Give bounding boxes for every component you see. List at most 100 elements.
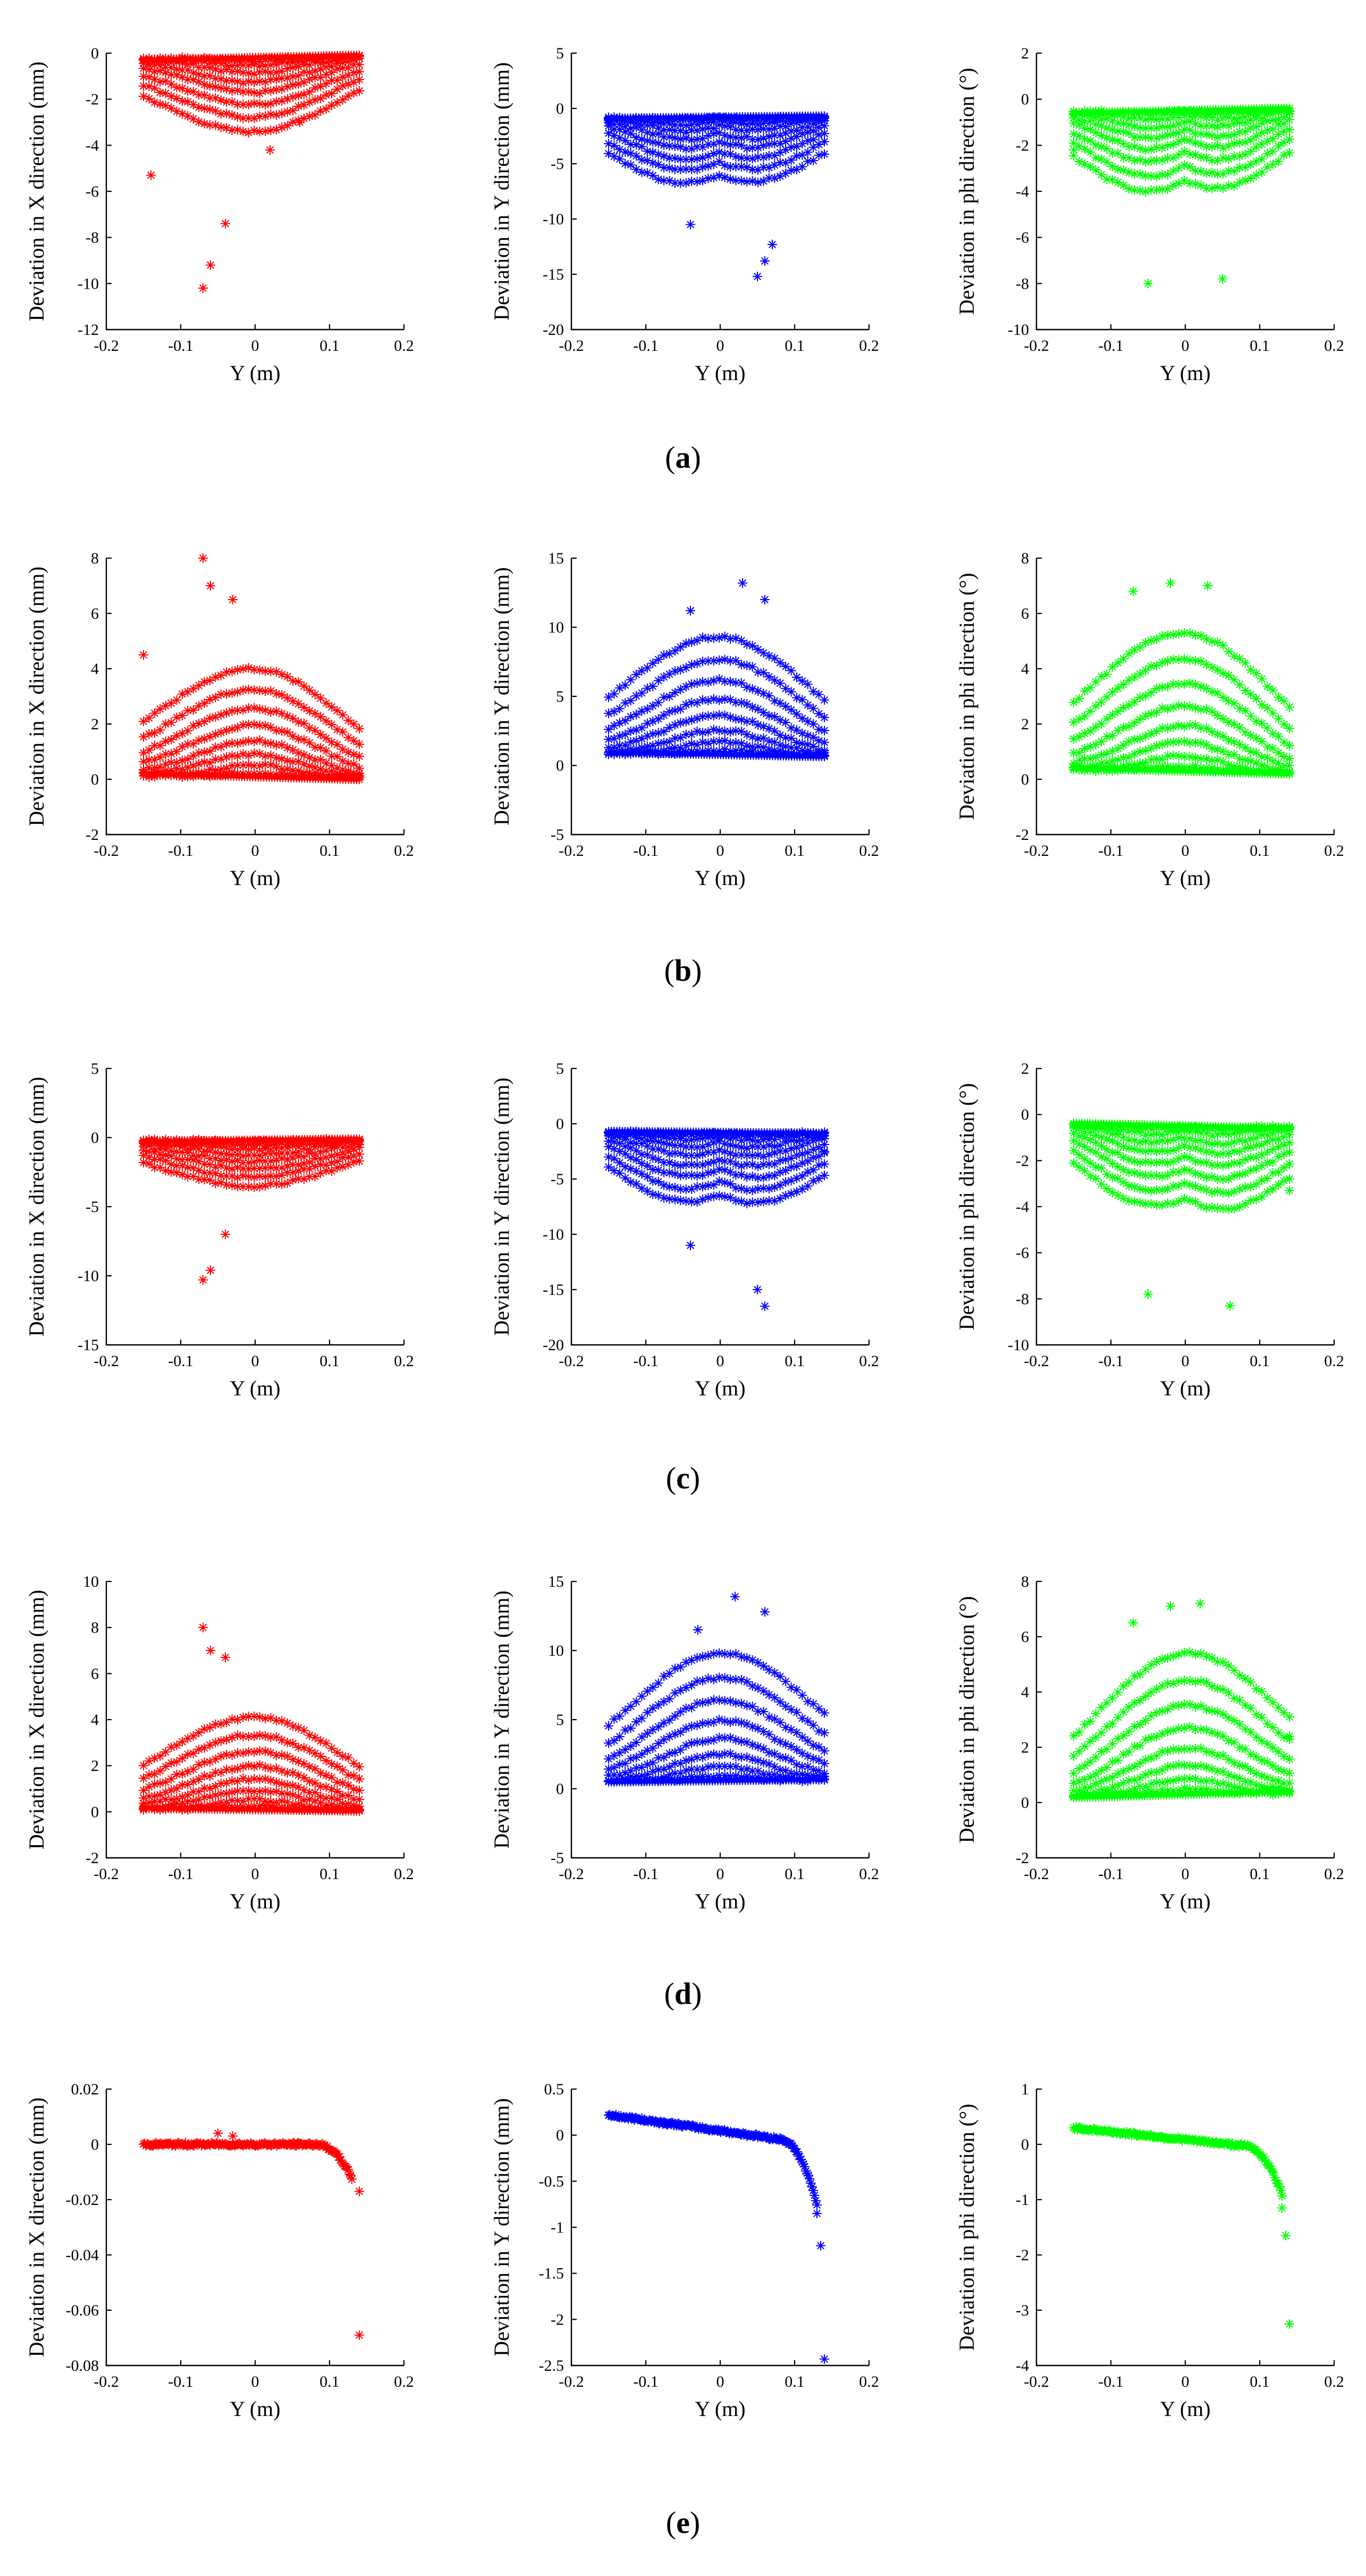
data-point: [355, 86, 364, 96]
data-point: [172, 747, 181, 756]
y-tick-label: 0: [1021, 91, 1029, 108]
y-axis-label: Deviation in Y direction (mm): [490, 567, 513, 826]
data-point: [355, 739, 364, 749]
x-tick-label: 0: [251, 842, 259, 860]
data-point: [820, 149, 829, 159]
x-axis-label: Y (m): [695, 866, 745, 890]
x-tick-label: -0.1: [168, 337, 193, 355]
data-point: [305, 685, 314, 695]
y-tick-label: -12: [78, 321, 99, 339]
data-point: [288, 106, 298, 115]
x-tick-label: 0: [251, 337, 259, 355]
data-point: [1143, 279, 1153, 288]
data-point: [155, 741, 165, 751]
y-tick-label: 0: [556, 757, 564, 775]
data-point: [355, 775, 364, 784]
x-axis-label: Y (m): [1160, 361, 1210, 385]
data-point: [355, 752, 364, 761]
x-tick-label: -0.2: [1024, 337, 1049, 355]
chart-panel: -0.2 -0.1 0 0.1 0.2-202468Y (m)Deviation in …: [24, 550, 414, 890]
data-point: [228, 595, 238, 604]
data-point: [1097, 170, 1106, 180]
data-point: [1113, 148, 1123, 158]
data-point: [820, 111, 829, 121]
y-tick-label: -8: [86, 229, 99, 247]
data-point: [1185, 162, 1195, 172]
y-tick-label: -5: [551, 155, 564, 173]
figure: -0.2 -0.1 0 0.1 0.2-12-10-8-6-4-20Y (m)Devia…: [0, 0, 1366, 2576]
x-axis-label: Y (m): [230, 866, 280, 890]
x-tick-label: -0.2: [559, 842, 584, 860]
data-point: [768, 240, 777, 249]
y-tick-label: 10: [548, 619, 564, 636]
y-tick-label: -6: [1016, 229, 1029, 247]
data-point: [198, 283, 208, 293]
y-tick-label: -2: [86, 826, 99, 844]
data-point: [265, 145, 275, 155]
x-tick-label: 0: [716, 842, 724, 860]
data-point: [1069, 145, 1078, 155]
x-tick-label: -0.1: [1098, 337, 1124, 355]
x-tick-label: 0.2: [859, 337, 879, 355]
x-tick-label: -0.1: [633, 337, 659, 355]
data-point: [1229, 181, 1239, 191]
data-point: [637, 723, 646, 733]
x-axis-label: Y (m): [230, 361, 280, 385]
x-tick-label: 0.1: [1250, 337, 1270, 355]
x-tick-label: 0.1: [785, 337, 805, 355]
y-tick-label: -20: [543, 321, 564, 339]
data-point: [198, 553, 208, 563]
data-point: [1285, 125, 1294, 134]
data-point: [221, 219, 230, 229]
data-point: [146, 171, 156, 180]
y-axis-label: Deviation in Y direction (mm): [490, 62, 513, 321]
axes-frame: [571, 53, 869, 330]
y-tick-label: 0: [91, 45, 99, 62]
y-tick-label: 15: [548, 550, 564, 567]
y-tick-label: 0: [91, 771, 99, 788]
data-point: [189, 705, 198, 715]
data-point: [310, 726, 320, 735]
data-point: [1246, 147, 1255, 156]
x-tick-label: -0.1: [633, 842, 659, 860]
data-point: [355, 763, 364, 773]
data-point: [355, 75, 364, 85]
y-tick-label: 6: [91, 605, 99, 622]
x-tick-label: 0.1: [785, 842, 805, 860]
data-point: [322, 734, 331, 743]
x-tick-label: -0.2: [94, 337, 119, 355]
data-point: [349, 759, 359, 769]
x-axis-label: Y (m): [695, 361, 745, 385]
y-tick-label: -10: [78, 275, 99, 292]
y-tick-label: -8: [1016, 275, 1029, 292]
data-point: [299, 719, 309, 728]
data-point: [332, 740, 342, 750]
x-tick-label: -0.1: [168, 842, 193, 860]
x-tick-label: 0: [716, 337, 724, 355]
caption-letter: a: [676, 440, 691, 475]
data-point: [283, 672, 292, 681]
y-tick-label: 2: [91, 715, 99, 733]
data-point: [1246, 136, 1255, 145]
data-point: [1285, 148, 1294, 157]
data-point: [206, 581, 215, 591]
data-point: [820, 137, 829, 146]
x-tick-label: 0.2: [859, 842, 879, 860]
y-tick-label: 4: [91, 660, 99, 678]
y-tick-label: 0: [556, 100, 564, 117]
axes-frame: [106, 558, 404, 835]
y-tick-label: -10: [543, 211, 564, 228]
data-point: [310, 110, 320, 120]
y-tick-label: -4: [86, 137, 99, 154]
y-axis-label: Deviation in X direction (mm): [24, 567, 48, 827]
data-point: [206, 260, 215, 270]
data-point: [295, 117, 305, 127]
data-point: [150, 709, 159, 718]
data-point: [299, 681, 309, 691]
x-tick-label: 0: [1182, 337, 1190, 355]
data-point: [332, 706, 342, 715]
data-point: [139, 650, 148, 660]
data-point: [1124, 129, 1134, 138]
data-point: [293, 677, 303, 687]
